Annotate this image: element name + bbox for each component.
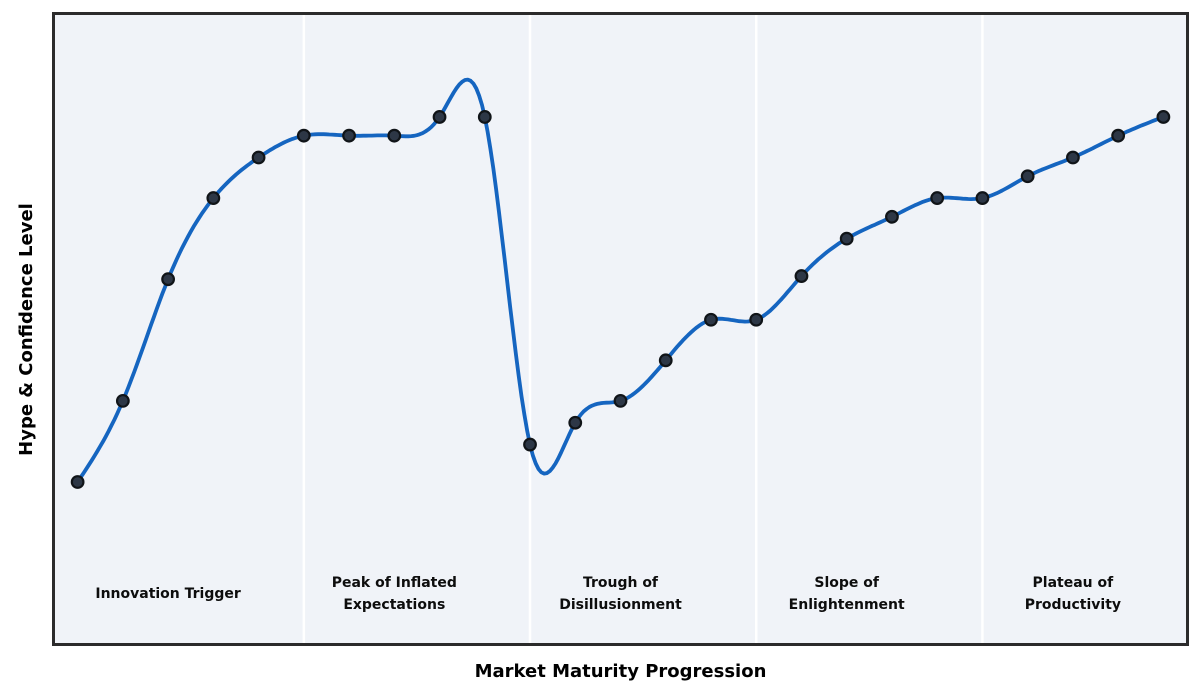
data-point-marker [206, 191, 221, 205]
data-point-marker [658, 353, 673, 368]
data-point-marker [477, 110, 492, 124]
data-point-marker [839, 231, 854, 246]
data-point-marker [161, 272, 175, 287]
phase-label: Slope of Enlightenment [788, 575, 905, 613]
data-point-marker [794, 269, 809, 283]
data-point-marker [704, 312, 718, 327]
data-point-marker [975, 191, 990, 205]
data-point-marker [613, 393, 628, 408]
phase-label: Plateau of Productivity [1024, 575, 1122, 613]
data-point-marker [523, 437, 537, 452]
data-point-marker [387, 128, 402, 143]
data-point-marker [251, 150, 266, 165]
data-point-marker [1111, 128, 1126, 143]
data-point-marker [342, 128, 356, 143]
phase-label: Innovation Trigger [95, 586, 241, 602]
data-point-marker [432, 110, 447, 124]
data-point-marker [1156, 110, 1171, 124]
data-point-marker [1020, 169, 1035, 184]
data-point-marker [930, 191, 945, 205]
phase-label: Trough of Disillusionment [559, 575, 682, 613]
hype-curve-line [75, 77, 1166, 484]
phase-label: Peak of Inflated Expectations [331, 575, 457, 613]
data-point-marker [749, 312, 764, 327]
data-point-marker [1066, 150, 1080, 165]
y-axis-title: Hype & Confidence Level [15, 202, 37, 456]
x-axis-title: Market Maturity Progression [474, 661, 767, 682]
data-point-marker [885, 209, 899, 224]
plot-area: Innovation Trigger Peak of Inflated Expec… [52, 12, 1189, 646]
data-point-marker [70, 475, 85, 489]
y-axis-title-box: Hype & Confidence Level [0, 0, 52, 658]
hype-curve-svg [70, 15, 1171, 643]
data-point-marker [296, 128, 311, 143]
data-point-marker [568, 415, 583, 430]
data-point-marker [115, 393, 130, 408]
